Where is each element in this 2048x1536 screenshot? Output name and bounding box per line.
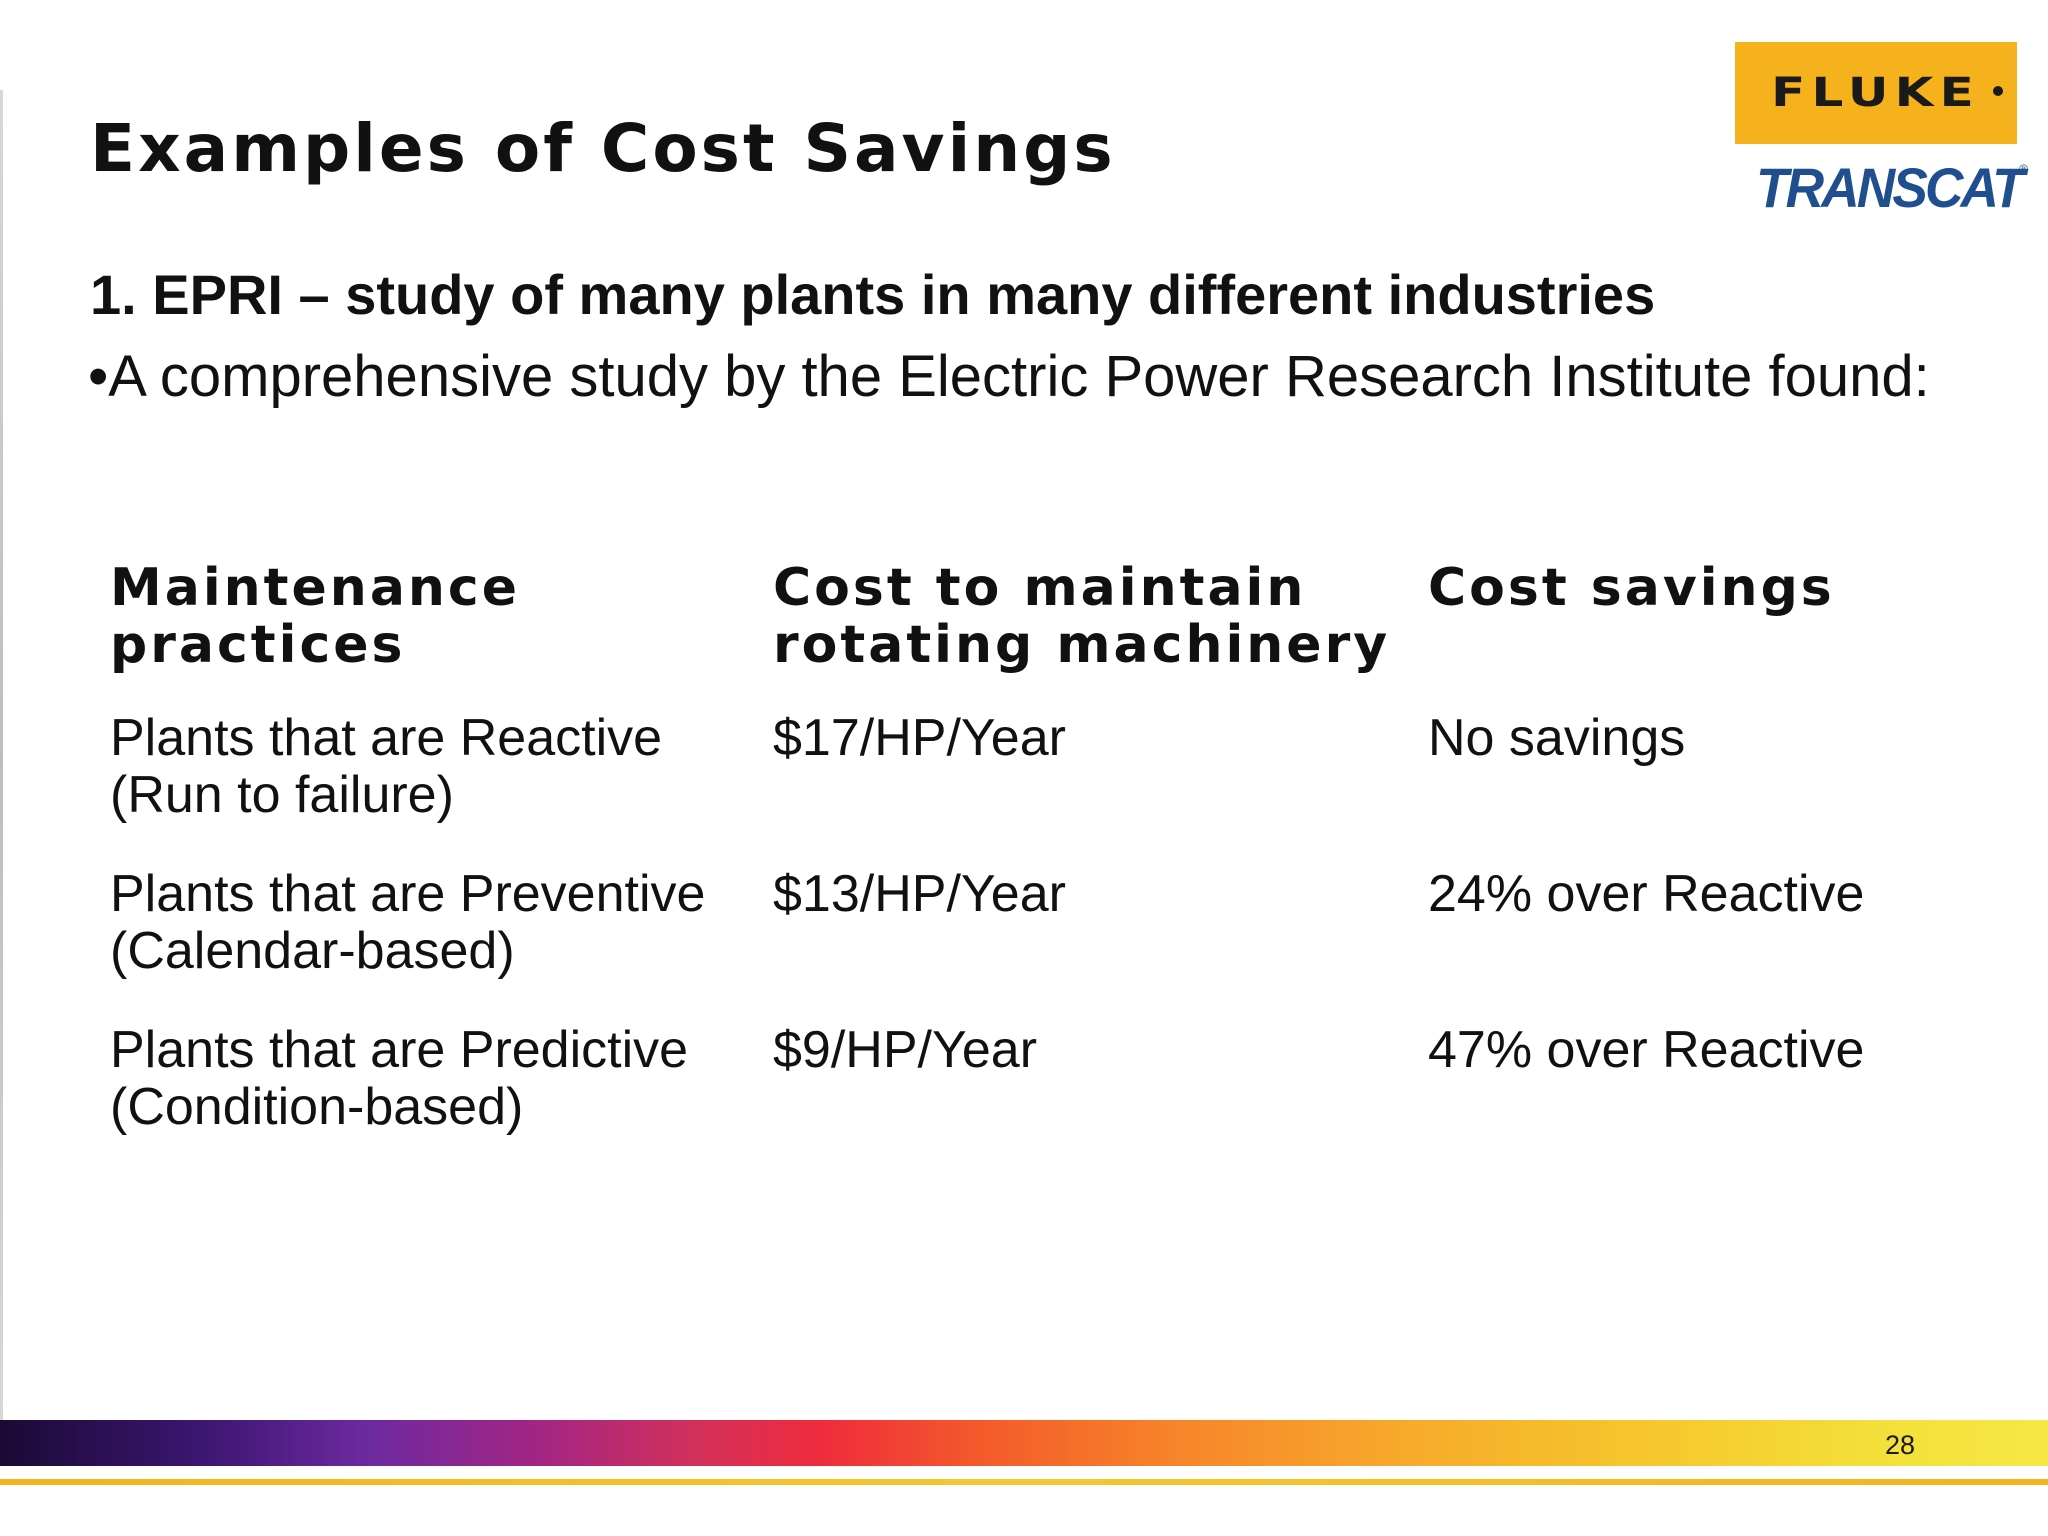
table-header-row: Maintenance practices Cost to maintain r… <box>100 560 2008 710</box>
cost-cell: $9/HP/Year <box>773 1021 1038 1079</box>
table-row: Plants that are Preventive (Calendar-bas… <box>100 866 2008 1022</box>
page-number: 28 <box>1884 1430 1916 1460</box>
registered-mark-icon <box>1993 86 2003 96</box>
practice-cell: Plants that are Predictive (Condition-ba… <box>110 1021 689 1136</box>
savings-cell: 47% over Reactive <box>1428 1021 1865 1079</box>
fluke-logo-text: FLUKE <box>1771 70 1981 116</box>
practice-cell: Plants that are Reactive (Run to failure… <box>110 709 663 824</box>
bullet-point: •A comprehensive study by the Electric P… <box>88 344 1930 409</box>
footer-gradient-bar <box>0 1420 2048 1466</box>
cost-cell: $13/HP/Year <box>773 865 1066 923</box>
slide-title: Examples of Cost Savings <box>90 110 1116 187</box>
registered-mark-icon: ® <box>2019 162 2028 176</box>
table-row: Plants that are Predictive (Condition-ba… <box>100 1022 2008 1178</box>
savings-cell: 24% over Reactive <box>1428 865 1865 923</box>
cost-savings-table: Maintenance practices Cost to maintain r… <box>100 560 2008 1178</box>
cost-cell: $17/HP/Year <box>773 709 1066 767</box>
column-header-cost-savings: Cost savings <box>1428 558 1835 618</box>
footer-rule <box>0 1479 2048 1485</box>
table-row: Plants that are Reactive (Run to failure… <box>100 710 2008 866</box>
section-heading: 1. EPRI – study of many plants in many d… <box>90 263 1656 326</box>
transcat-logo: TRANSCAT ® <box>1748 158 2030 218</box>
fluke-logo: FLUKE <box>1735 42 2017 144</box>
savings-cell: No savings <box>1428 709 1686 767</box>
column-header-maintenance-practices: Maintenance practices <box>110 558 521 675</box>
transcat-logo-text: TRANSCAT <box>1756 156 2025 219</box>
column-header-cost-to-maintain: Cost to maintain rotating machinery <box>773 558 1391 675</box>
slide-left-edge <box>0 90 3 1430</box>
practice-cell: Plants that are Preventive (Calendar-bas… <box>110 865 706 980</box>
